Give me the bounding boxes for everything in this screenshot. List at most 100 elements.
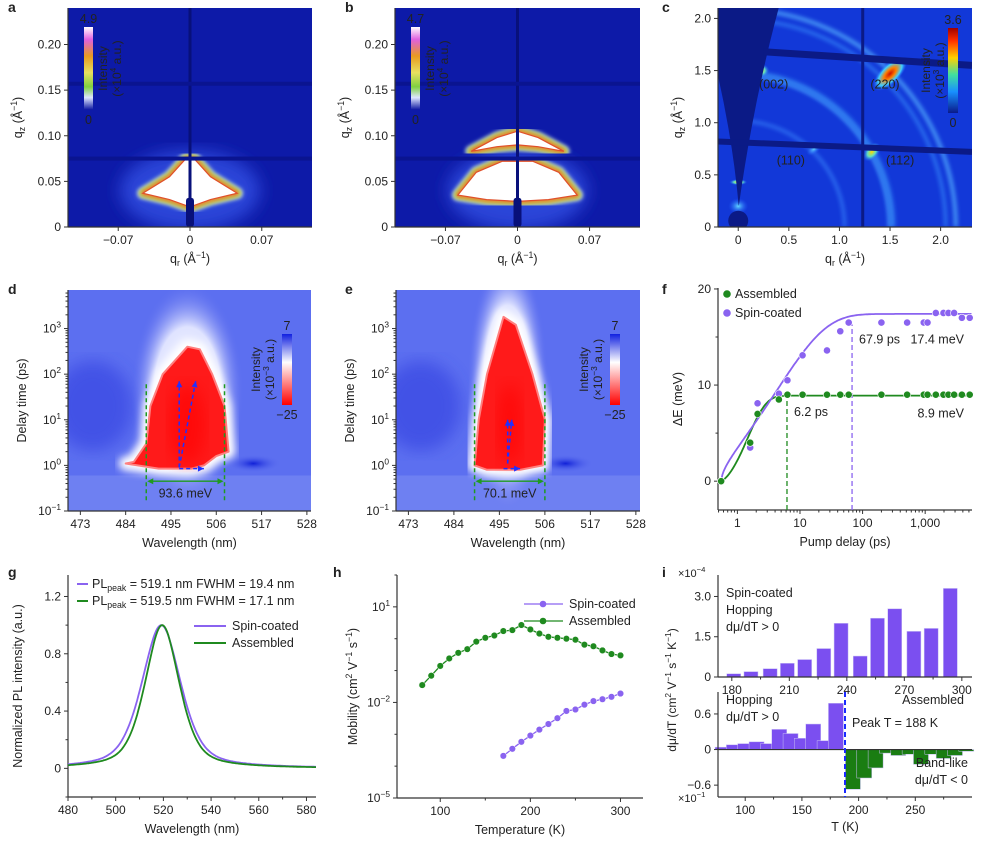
data-point-assembled (571, 636, 579, 644)
text-span: −25 (276, 408, 297, 422)
text-span: 560 (249, 803, 269, 817)
text-span: Pump delay (ps) (799, 535, 890, 549)
data-point-assembled (445, 654, 453, 663)
text-span: Assembled (735, 287, 797, 301)
colorbar (282, 334, 292, 405)
text-span: 473 (398, 517, 418, 531)
x-tick-label: 520 (153, 803, 173, 817)
data-point-assembled (965, 390, 974, 399)
colorbar-units: (×104 a.u.) (108, 40, 124, 96)
y-tick-label: 2.0 (694, 11, 711, 25)
text-span: 10 (43, 458, 57, 472)
data-point-spin-coated (598, 695, 607, 703)
beamstop-line (516, 8, 519, 227)
text-span: 10 (43, 322, 57, 336)
text-span: 0.8 (44, 647, 61, 661)
text-span: T (K) (831, 820, 859, 834)
data-point-spin-coated (877, 318, 886, 327)
text-span: −0.6 (687, 778, 711, 792)
text-span: q (825, 252, 832, 266)
detector-gap (763, 48, 972, 69)
x-tick-label: 506 (206, 517, 226, 531)
text-span: Spin-coated (735, 306, 802, 320)
mobility-line-assembled (421, 624, 621, 686)
text-span: (Å (670, 110, 685, 127)
text-span: a.u.) (110, 40, 124, 67)
y-tick-label: 103 (43, 320, 61, 336)
data-point-assembled (753, 409, 762, 418)
axis-multiplier: ×10−1 (678, 790, 705, 805)
text-span: s (665, 663, 679, 672)
text-span: −1 (663, 653, 673, 663)
colorbar-units: (×104 a.u.) (435, 40, 451, 96)
colorbar-max-label: 7 (612, 319, 619, 333)
text-span: 0.15 (365, 83, 389, 97)
x-tick-label: 495 (161, 517, 181, 531)
text-span: s (346, 642, 360, 652)
y-tick-label: 0.8 (44, 647, 61, 661)
panel-g: 480 500 520 540 560 580 0 0.4 0.8 1.2 Wavelength (… (11, 575, 317, 836)
data-point-spin-coated (957, 313, 966, 322)
y-tick-label: 100 (43, 456, 61, 472)
text-span: 6.2 ps (794, 405, 828, 419)
text-span: 20 (698, 282, 712, 296)
data-point-assembled (481, 634, 489, 642)
text-span: peak (107, 600, 127, 610)
text-span: 2 (663, 693, 673, 698)
y-tick-label: 1.5 (694, 64, 711, 78)
text-span: 506 (206, 517, 226, 531)
x-tick-label: 517 (580, 517, 600, 531)
data-point-assembled (931, 390, 940, 399)
spectral-shift-arrow (506, 419, 513, 464)
x-axis-label: Temperature (K) (475, 823, 565, 837)
panel-letter-f: f (662, 281, 667, 297)
text-span: 0 (704, 670, 711, 684)
x-axis-label: qr (Å−1) (497, 250, 537, 268)
text-span: 500 (106, 803, 126, 817)
text-span: 3 (56, 320, 61, 330)
missing-wedge (718, 8, 779, 207)
text-span: Temperature (K) (475, 823, 565, 837)
data-point-spin-coated (923, 318, 932, 327)
bar (887, 608, 902, 678)
pl-annotation: PLpeak = 519.5 nm FWHM = 17.1 nm (92, 594, 294, 610)
text-span: ΔE (meV) (671, 372, 685, 426)
text-span: 10 (372, 600, 386, 614)
x-tick-label: 1,000 (910, 516, 940, 530)
bragg-peak (872, 56, 908, 91)
text-span: Spin-coated (726, 586, 793, 600)
text-span: 580 (296, 803, 316, 817)
data-point-spin-coated (607, 693, 616, 701)
text-span: 495 (489, 517, 509, 531)
panel-f: 1 10 100 1,000 0 10 20 Pump delay (ps) ΔE (meV) 6… (671, 282, 974, 549)
x-tick-label: −0.07 (103, 233, 134, 247)
data-point-assembled (553, 634, 561, 642)
text-span: −1 (379, 502, 389, 512)
text-span: 0.5 (694, 168, 711, 182)
text-span: Peak T = 188 K (852, 716, 939, 730)
text-span: 1,000 (910, 516, 940, 530)
x-axis-label: T (K) (831, 820, 859, 834)
beamstop (186, 197, 194, 227)
x-axis-label: Wavelength (nm) (145, 822, 240, 836)
ground-state-bleach-region (396, 361, 461, 452)
panel-d: 93.6 meV 7 −25 Intensity (×10−3 a.u.) 473 484 4… (15, 290, 317, 550)
x-tick-label: 0 (514, 233, 521, 247)
panel-letter-c: c (662, 0, 670, 15)
text-span: 0 (56, 456, 61, 466)
text-span: ×10 (678, 568, 697, 580)
text-span: 517 (580, 517, 600, 531)
text-span: a.u.) (591, 339, 605, 366)
y-tick-label: 0.6 (694, 707, 711, 721)
y-tick-label: 0.15 (38, 83, 62, 97)
peak-label: (002) (759, 77, 788, 91)
arrowhead (514, 465, 521, 472)
colorbar-title: Intensity (249, 347, 263, 392)
text-span: dμ/dT > 0 (726, 710, 779, 724)
colorbar-units: (×10−3 a.u.) (589, 339, 605, 400)
text-span: 8.9 meV (917, 407, 964, 421)
text-span: −1 (336, 101, 346, 111)
text-span: = 519.1 nm FWHM = 19.4 nm (126, 577, 294, 591)
